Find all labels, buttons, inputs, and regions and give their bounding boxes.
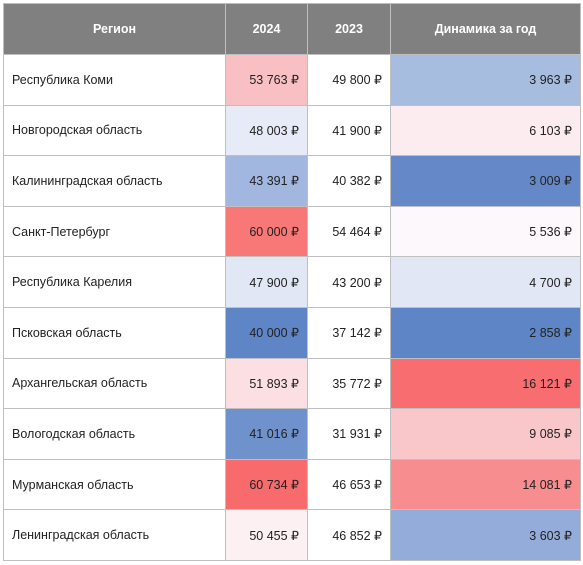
cell-dynamics: 3 603 ₽ bbox=[390, 509, 581, 561]
cell-region: Санкт-Петербург bbox=[3, 205, 226, 258]
cell-region: Калининградская область bbox=[3, 155, 226, 207]
cell-2024: 50 455 ₽ bbox=[225, 509, 308, 561]
table-row: Мурманская область 60 734 ₽46 653 ₽14 081… bbox=[3, 458, 581, 511]
cell-region: Архангельская область bbox=[3, 357, 226, 410]
cell-2023: 49 800 ₽ bbox=[307, 54, 391, 106]
cell-2024: 47 900 ₽ bbox=[225, 256, 308, 308]
cell-dynamics: 3 963 ₽ bbox=[390, 54, 581, 106]
header-2023: 2023 bbox=[307, 3, 391, 55]
cell-dynamics: 14 081 ₽ bbox=[390, 458, 581, 511]
cell-2024: 41 016 ₽ bbox=[225, 408, 308, 460]
cell-region: Вологодская область bbox=[3, 408, 226, 460]
cell-dynamics: 3 009 ₽ bbox=[390, 155, 581, 207]
table-row: Калининградская область 43 391 ₽40 382 ₽3… bbox=[3, 155, 581, 207]
table-row: Архангельская область 51 893 ₽35 772 ₽16 … bbox=[3, 357, 581, 410]
table-row: Ленинградская область 50 455 ₽46 852 ₽3 6… bbox=[3, 509, 581, 561]
table-row: Новгородская область 48 003 ₽41 900 ₽6 10… bbox=[3, 104, 581, 157]
header-dynamics: Динамика за год bbox=[390, 3, 581, 55]
cell-2023: 31 931 ₽ bbox=[307, 408, 391, 460]
cell-2024: 51 893 ₽ bbox=[225, 357, 308, 410]
cell-dynamics: 5 536 ₽ bbox=[390, 205, 581, 258]
header-2024: 2024 bbox=[225, 3, 308, 55]
header-row: Регион 2024 2023 Динамика за год bbox=[3, 3, 581, 55]
cell-region: Ленинградская область bbox=[3, 509, 226, 561]
cell-dynamics: 9 085 ₽ bbox=[390, 408, 581, 460]
table-row: Республика Коми 53 763 ₽49 800 ₽3 963 ₽ bbox=[3, 54, 581, 106]
cell-dynamics: 4 700 ₽ bbox=[390, 256, 581, 308]
cell-2024: 40 000 ₽ bbox=[225, 306, 308, 359]
cell-2023: 46 852 ₽ bbox=[307, 509, 391, 561]
cell-dynamics: 6 103 ₽ bbox=[390, 104, 581, 157]
table-row: Вологодская область 41 016 ₽31 931 ₽9 085… bbox=[3, 408, 581, 460]
cell-2023: 54 464 ₽ bbox=[307, 205, 391, 258]
cell-dynamics: 2 858 ₽ bbox=[390, 306, 581, 359]
cell-2023: 35 772 ₽ bbox=[307, 357, 391, 410]
cell-2024: 60 734 ₽ bbox=[225, 458, 308, 511]
table-body: Республика Коми 53 763 ₽49 800 ₽3 963 ₽ Но… bbox=[3, 54, 581, 561]
table-row: Псковская область 40 000 ₽37 142 ₽2 858 ₽ bbox=[3, 306, 581, 359]
cell-2024: 48 003 ₽ bbox=[225, 104, 308, 157]
cell-2023: 40 382 ₽ bbox=[307, 155, 391, 207]
table-row: Санкт-Петербург 60 000 ₽54 464 ₽5 536 ₽ bbox=[3, 205, 581, 258]
cell-2024: 60 000 ₽ bbox=[225, 205, 308, 258]
cell-region: Мурманская область bbox=[3, 458, 226, 511]
cell-region: Республика Коми bbox=[3, 54, 226, 106]
cell-dynamics: 16 121 ₽ bbox=[390, 357, 581, 410]
cell-2023: 43 200 ₽ bbox=[307, 256, 391, 308]
salary-table: Регион 2024 2023 Динамика за год Республ… bbox=[3, 3, 581, 561]
table-header: Регион 2024 2023 Динамика за год bbox=[3, 3, 581, 55]
table-row: Республика Карелия 47 900 ₽43 200 ₽4 700 … bbox=[3, 256, 581, 308]
cell-2024: 53 763 ₽ bbox=[225, 54, 308, 106]
cell-2023: 41 900 ₽ bbox=[307, 104, 391, 157]
cell-2024: 43 391 ₽ bbox=[225, 155, 308, 207]
cell-region: Псковская область bbox=[3, 306, 226, 359]
cell-2023: 46 653 ₽ bbox=[307, 458, 391, 511]
cell-region: Республика Карелия bbox=[3, 256, 226, 308]
cell-region: Новгородская область bbox=[3, 104, 226, 157]
header-region: Регион bbox=[3, 3, 226, 55]
cell-2023: 37 142 ₽ bbox=[307, 306, 391, 359]
